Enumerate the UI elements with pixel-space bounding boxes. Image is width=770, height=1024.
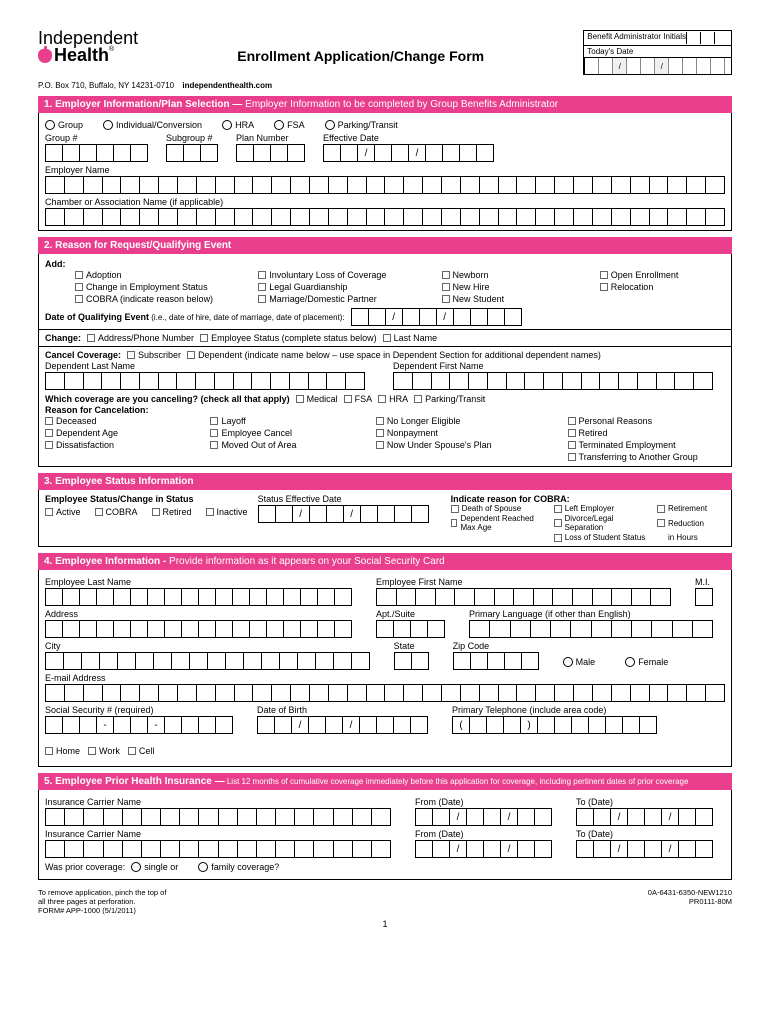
radio-hra[interactable]: HRA <box>222 120 254 130</box>
lang-field: Primary Language (if other than English) <box>469 609 713 638</box>
chk-active[interactable]: Active <box>45 507 81 517</box>
chk-addr-phone[interactable]: Address/Phone Number <box>87 333 194 343</box>
chk-dependent[interactable]: Dependent (indicate name below – use spa… <box>187 350 601 360</box>
chk-cobra[interactable]: COBRA (indicate reason below) <box>75 294 250 304</box>
chk-transfer[interactable]: Transferring to Another Group <box>568 452 725 462</box>
chamber-field: Chamber or Association Name (if applicab… <box>45 197 725 226</box>
status-eff-date: Status Effective Date // <box>258 494 429 523</box>
radio-single[interactable]: single or <box>131 862 178 872</box>
chk-subscriber[interactable]: Subscriber <box>127 350 181 360</box>
phone-field: Primary Telephone (include area code) () <box>452 705 657 734</box>
chk-cell[interactable]: Cell <box>128 746 155 756</box>
chk-new-hire[interactable]: New Hire <box>442 282 592 292</box>
chk-dep-age[interactable]: Dependent Age <box>45 428 202 438</box>
apt-field: Apt./Suite <box>376 609 445 638</box>
date-label: Today's Date <box>584 46 636 57</box>
radio-individual[interactable]: Individual/Conversion <box>103 120 202 130</box>
to1-field: To (Date) // <box>576 797 713 826</box>
section1-bar: 1. Employer Information/Plan Selection —… <box>38 96 732 113</box>
chk-legal[interactable]: Legal Guardianship <box>258 282 433 292</box>
logo: Independent Health® <box>38 30 138 64</box>
from1-field: From (Date) // <box>415 797 552 826</box>
chk-invol-loss[interactable]: Involuntary Loss of Coverage <box>258 270 433 280</box>
radio-group[interactable]: Group <box>45 120 83 130</box>
footer: To remove application, pinch the top of … <box>38 888 732 915</box>
form-title: Enrollment Application/Change Form <box>237 48 484 64</box>
employer-name-field: Employer Name <box>45 165 725 194</box>
chk-fsa2[interactable]: FSA <box>344 394 373 404</box>
radio-family[interactable]: family coverage? <box>198 862 279 872</box>
chk-adoption[interactable]: Adoption <box>75 270 250 280</box>
chk-parking2[interactable]: Parking/Transit <box>414 394 485 404</box>
mi-field: M.I. <box>695 577 713 606</box>
dep-first-field: Dependent First Name <box>393 361 713 390</box>
chk-medical[interactable]: Medical <box>296 394 338 404</box>
emp-first-field: Employee First Name <box>376 577 671 606</box>
radio-parking[interactable]: Parking/Transit <box>325 120 398 130</box>
admin-initials-label: Benefit Administrator Initials <box>587 32 686 44</box>
chk-new-student[interactable]: New Student <box>442 294 592 304</box>
chk-retired2[interactable]: Retired <box>152 507 192 517</box>
zip-field: Zip Code <box>453 641 539 670</box>
section3-content: Employee Status/Change in Status Active … <box>38 490 732 547</box>
radio-female[interactable]: Female <box>625 657 668 667</box>
address-field: Address <box>45 609 352 638</box>
chk-layoff[interactable]: Layoff <box>210 416 367 426</box>
carrier2-field: Insurance Carrier Name <box>45 829 391 858</box>
radio-male[interactable]: Male <box>563 657 596 667</box>
effective-date-field: Effective Date // <box>323 133 494 162</box>
chk-relocation[interactable]: Relocation <box>600 282 725 292</box>
section5-content: Insurance Carrier Name From (Date) // To… <box>38 790 732 880</box>
chk-last-name[interactable]: Last Name <box>383 333 438 343</box>
city-field: City <box>45 641 370 670</box>
section3-bar: 3. Employee Status Information <box>38 473 732 490</box>
chk-deceased[interactable]: Deceased <box>45 416 202 426</box>
email-field: E-mail Address <box>45 673 725 702</box>
chk-work[interactable]: Work <box>88 746 120 756</box>
group-number-field: Group # <box>45 133 148 162</box>
chk-open-enroll[interactable]: Open Enrollment <box>600 270 725 280</box>
section4-content: Employee Last Name Employee First Name M… <box>38 570 732 767</box>
subgroup-field: Subgroup # <box>166 133 218 162</box>
ssn-field: Social Security # (required) -- <box>45 705 233 734</box>
section1-content: Group Individual/Conversion HRA FSA Park… <box>38 113 732 231</box>
section4-bar: 4. Employee Information - Provide inform… <box>38 553 732 570</box>
chk-moved[interactable]: Moved Out of Area <box>210 440 367 450</box>
plan-number-field: Plan Number <box>236 133 305 162</box>
address-line: P.O. Box 710, Buffalo, NY 14231-0710 ind… <box>38 81 732 90</box>
chk-spouse[interactable]: Now Under Spouse's Plan <box>376 440 560 450</box>
chk-emp-status[interactable]: Change in Employment Status <box>75 282 250 292</box>
to2-field: To (Date) // <box>576 829 713 858</box>
chk-hra2[interactable]: HRA <box>378 394 408 404</box>
state-field: State <box>394 641 429 670</box>
chk-nonpay[interactable]: Nonpayment <box>376 428 560 438</box>
dep-last-field: Dependent Last Name <box>45 361 365 390</box>
dob-field: Date of Birth // <box>257 705 428 734</box>
chk-marriage[interactable]: Marriage/Domestic Partner <box>258 294 433 304</box>
chk-term[interactable]: Terminated Employment <box>568 440 725 450</box>
carrier1-field: Insurance Carrier Name <box>45 797 391 826</box>
chk-home[interactable]: Home <box>45 746 80 756</box>
chk-emp-status2[interactable]: Employee Status (complete status below) <box>200 333 377 343</box>
chk-cobra2[interactable]: COBRA <box>95 507 138 517</box>
chk-newborn[interactable]: Newborn <box>442 270 592 280</box>
section5-bar: 5. Employee Prior Health Insurance — Lis… <box>38 773 732 790</box>
apple-icon <box>38 49 52 63</box>
admin-box: Benefit Administrator Initials Today's D… <box>583 30 732 75</box>
header: Independent Health® Enrollment Applicati… <box>38 30 732 75</box>
chk-inactive[interactable]: Inactive <box>206 507 248 517</box>
chk-retired[interactable]: Retired <box>568 428 725 438</box>
chk-dissat[interactable]: Dissatisfaction <box>45 440 202 450</box>
page-number: 1 <box>38 919 732 929</box>
section2-content: Add: Adoption Involuntary Loss of Covera… <box>38 254 732 467</box>
section2-bar: 2. Reason for Request/Qualifying Event <box>38 237 732 254</box>
chk-personal[interactable]: Personal Reasons <box>568 416 725 426</box>
radio-fsa[interactable]: FSA <box>274 120 305 130</box>
chk-emp-cancel[interactable]: Employee Cancel <box>210 428 367 438</box>
logo-line2: Health <box>54 45 109 65</box>
emp-last-field: Employee Last Name <box>45 577 352 606</box>
from2-field: From (Date) // <box>415 829 552 858</box>
chk-no-longer[interactable]: No Longer Eligible <box>376 416 560 426</box>
